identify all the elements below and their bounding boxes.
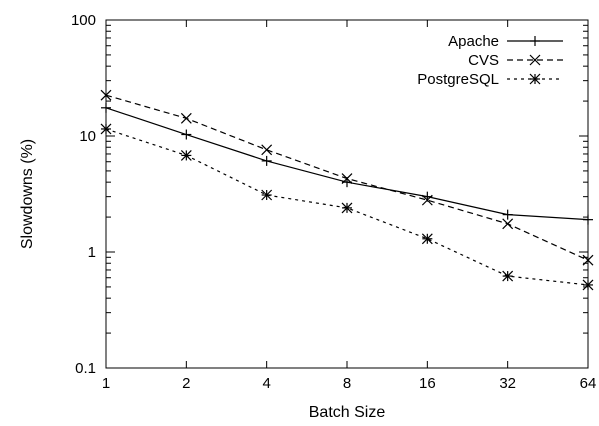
x-axis: 1 2 4 8 16 32 64: [102, 20, 597, 392]
data-point-postgresql: [502, 270, 514, 282]
data-point-apache: [502, 209, 513, 220]
plot-frame: [105, 19, 589, 369]
x-tick-label: 32: [499, 375, 516, 392]
legend-marker: [529, 73, 541, 85]
y-axis: 0.1 1 10 100: [71, 12, 588, 377]
x-axis-label: Batch Size: [309, 404, 386, 421]
series-layer: [100, 89, 594, 291]
data-point-cvs: [421, 194, 433, 206]
data-point-cvs: [261, 144, 273, 156]
legend-label: PostgreSQL: [417, 71, 499, 88]
data-point-postgresql: [421, 233, 433, 245]
data-point-postgresql: [341, 202, 353, 214]
y-tick-label: 10: [79, 128, 96, 145]
data-point-cvs: [100, 89, 112, 101]
x-tick-label: 8: [343, 375, 351, 392]
x-tick-label: 64: [580, 375, 597, 392]
x-tick-label: 4: [262, 375, 270, 392]
legend-marker: [530, 36, 540, 46]
data-point-postgresql: [100, 123, 112, 135]
data-point-cvs: [582, 254, 594, 266]
data-point-cvs: [341, 173, 353, 184]
data-point-apache: [261, 155, 272, 166]
data-point-apache: [101, 102, 111, 113]
x-tick-label: 1: [102, 375, 110, 392]
legend: Apache CVS PostgreSQL: [417, 33, 563, 88]
y-tick-label: 1: [88, 244, 96, 261]
data-point-postgresql: [582, 279, 594, 291]
data-point-postgresql: [261, 189, 273, 201]
data-point-postgresql: [180, 150, 192, 161]
series-line-apache: [105, 107, 589, 221]
data-point-apache: [583, 214, 593, 225]
legend-marker: [529, 54, 541, 66]
data-point-apache: [181, 129, 192, 140]
y-axis-label: Slowdowns (%): [19, 139, 36, 249]
y-tick-label: 0.1: [75, 360, 96, 377]
legend-label: CVS: [468, 52, 499, 69]
y-tick-label: 100: [71, 12, 96, 29]
legend-label: Apache: [448, 33, 499, 50]
data-point-cvs: [502, 218, 514, 230]
data-point-cvs: [180, 112, 192, 124]
x-tick-label: 16: [419, 375, 436, 392]
x-tick-label: 2: [182, 375, 190, 392]
